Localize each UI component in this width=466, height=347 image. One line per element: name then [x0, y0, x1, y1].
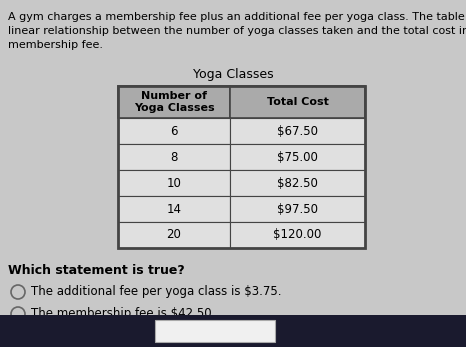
Bar	[275, 315, 466, 347]
Bar	[0, 315, 466, 347]
Bar	[118, 170, 230, 196]
Text: Yoga Classes: Yoga Classes	[192, 68, 274, 81]
Text: 6: 6	[170, 125, 178, 137]
Text: 20: 20	[166, 229, 181, 242]
Text: Total Cost: Total Cost	[267, 97, 329, 107]
Bar	[118, 118, 230, 144]
Bar	[118, 222, 230, 248]
Bar	[230, 144, 365, 170]
Text: 10: 10	[166, 177, 181, 189]
Text: $75.00: $75.00	[277, 151, 318, 163]
Text: membership fee.: membership fee.	[8, 40, 103, 50]
Text: The membership fee is $42.50.: The membership fee is $42.50.	[31, 307, 215, 321]
Text: $67.50: $67.50	[277, 125, 318, 137]
Text: $97.50: $97.50	[277, 203, 318, 215]
Bar	[230, 196, 365, 222]
Bar	[118, 86, 230, 118]
Bar	[155, 320, 275, 342]
Text: Search: Search	[171, 326, 207, 336]
Text: $82.50: $82.50	[277, 177, 318, 189]
Bar	[230, 170, 365, 196]
Bar	[118, 144, 230, 170]
Bar	[230, 118, 365, 144]
Bar	[118, 196, 230, 222]
Text: The membership fee is $35.00.: The membership fee is $35.00.	[31, 330, 215, 342]
Text: 8: 8	[170, 151, 178, 163]
Text: $120.00: $120.00	[274, 229, 322, 242]
Bar	[230, 222, 365, 248]
Text: 🔍: 🔍	[160, 326, 166, 336]
Text: A gym charges a membership fee plus an additional fee per yoga class. The table : A gym charges a membership fee plus an a…	[8, 12, 466, 22]
Text: 14: 14	[166, 203, 181, 215]
Text: linear relationship between the number of yoga classes taken and the total cost : linear relationship between the number o…	[8, 26, 466, 36]
Text: Which statement is true?: Which statement is true?	[8, 264, 185, 277]
Bar	[0, 315, 155, 347]
Bar	[230, 86, 365, 118]
Text: Number of
Yoga Classes: Number of Yoga Classes	[134, 91, 214, 113]
Text: The additional fee per yoga class is $3.75.: The additional fee per yoga class is $3.…	[31, 286, 281, 298]
Bar	[118, 86, 365, 248]
